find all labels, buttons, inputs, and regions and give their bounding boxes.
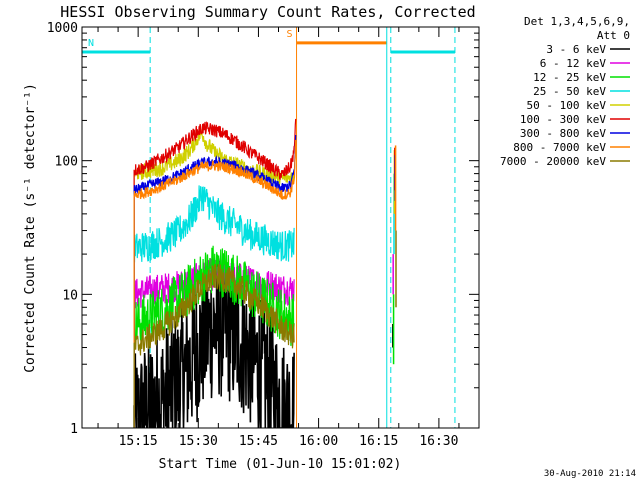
legend-entry-label: 300 - 800 keV: [520, 127, 606, 140]
x-tick-label: 16:30: [419, 434, 458, 449]
late-spikes: [392, 145, 397, 365]
series-line-5: [133, 118, 297, 428]
x-axis: 15:15 15:30 15:45 16:00 16:15 16:30: [97, 27, 480, 449]
legend-entry-label: 50 - 100 keV: [527, 99, 607, 112]
x-tick-label: 16:00: [299, 434, 338, 449]
legend-entry-label: 12 - 25 keV: [533, 71, 606, 84]
flag-label-1: S: [287, 29, 293, 40]
legend-entry-label: 7000 - 20000 keV: [500, 155, 606, 168]
series-line-6: [133, 134, 297, 428]
x-tick-label: 15:45: [239, 434, 278, 449]
x-tick-label: 16:15: [359, 434, 398, 449]
legend-header-0: Det 1,3,4,5,6,9,: [524, 15, 630, 28]
y-tick-label: 1000: [47, 21, 78, 36]
x-tick-label: 15:15: [119, 434, 158, 449]
legend-entry-label: 25 - 50 keV: [533, 85, 606, 98]
chart-title: HESSI Observing Summary Count Rates, Cor…: [60, 3, 475, 21]
legend-entry-label: 100 - 300 keV: [520, 113, 606, 126]
series-line-8: [133, 264, 295, 428]
plot-frame: [81, 26, 480, 429]
legend-entry-label: 3 - 6 keV: [546, 43, 606, 56]
legend-entry-label: 6 - 12 keV: [540, 57, 607, 70]
y-axis-label: Corrected Count Rate (s⁻¹ detector⁻¹): [23, 83, 38, 373]
legend-entry-label: 800 - 7000 keV: [513, 141, 606, 154]
flag-label-0: N: [88, 38, 94, 49]
series-line-3: [133, 185, 295, 428]
x-axis-label: Start Time (01-Jun-10 15:01:02): [159, 457, 402, 472]
series-lines: [133, 118, 297, 428]
footer-date: 30-Aug-2010 21:14: [544, 469, 636, 479]
attenuator-flags: NS: [82, 29, 455, 54]
y-tick-label: 10: [62, 288, 78, 303]
series-line-0: [133, 256, 295, 428]
legend-header-1: Att 0: [597, 29, 630, 42]
x-tick-label: 15:30: [179, 434, 218, 449]
y-tick-label: 1: [70, 422, 78, 437]
y-tick-label: 100: [55, 155, 78, 170]
y-axis: 1 10 100 1000: [47, 21, 479, 437]
series-line-7: [133, 139, 297, 428]
